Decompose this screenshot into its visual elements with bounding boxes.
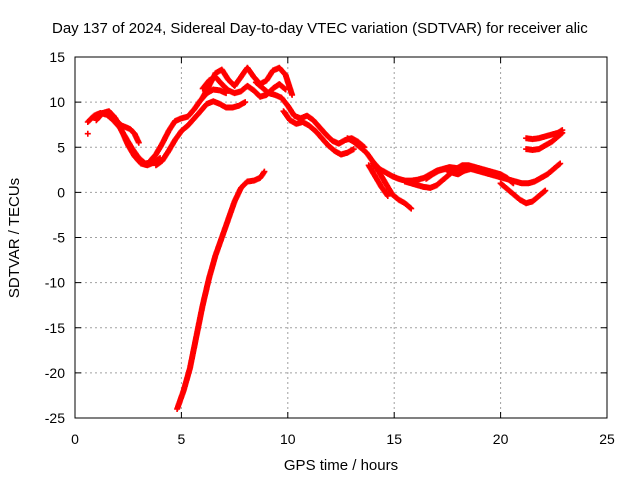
series-arc16	[497, 180, 549, 207]
data-points	[110, 112, 142, 146]
series-arc15	[423, 160, 564, 187]
x-tick-label: 5	[178, 431, 186, 447]
y-tick-label: 5	[57, 139, 65, 155]
y-tick-label: 0	[57, 184, 65, 200]
x-tick-label: 20	[493, 431, 509, 447]
y-tick-label: 10	[49, 94, 65, 110]
y-tick-label: -20	[45, 365, 65, 381]
x-tick-label: 10	[280, 431, 296, 447]
series-arc18	[523, 129, 566, 153]
y-tick-label: -5	[53, 230, 66, 246]
y-axis-label: SDTVAR / TECUs	[6, 178, 23, 298]
data-points	[344, 135, 472, 184]
axis-ticks: 0 5 10 15 20 25 -25 -20 -15 -10 -5 0 5 10 15	[45, 49, 615, 447]
x-tick-label: 15	[386, 431, 402, 447]
y-tick-label: -25	[45, 410, 65, 426]
data-layer	[84, 64, 566, 412]
y-tick-label: -15	[45, 320, 65, 336]
series-arc12	[369, 160, 415, 212]
x-tick-label: 25	[599, 431, 615, 447]
y-tick-label: 15	[49, 49, 65, 65]
x-tick-label: 0	[71, 431, 79, 447]
series-arc13	[365, 162, 391, 199]
data-points	[523, 129, 566, 153]
series-arc9	[280, 108, 357, 158]
data-points	[369, 160, 415, 212]
data-points	[497, 180, 549, 207]
series-arc3	[110, 112, 142, 146]
data-points	[174, 168, 268, 412]
series-isolated	[84, 130, 91, 137]
data-points	[365, 162, 391, 199]
y-tick-label: -10	[45, 275, 65, 291]
x-axis-label: GPS time / hours	[284, 457, 398, 474]
data-points	[84, 130, 91, 137]
data-points	[152, 98, 249, 169]
series-arc11	[344, 135, 472, 184]
series-arc5	[152, 98, 249, 169]
chart-title: Day 137 of 2024, Sidereal Day-to-day VTE…	[52, 20, 588, 37]
data-points	[280, 108, 357, 158]
data-points	[423, 160, 564, 187]
grid	[75, 57, 607, 418]
series-arc10	[174, 168, 268, 412]
